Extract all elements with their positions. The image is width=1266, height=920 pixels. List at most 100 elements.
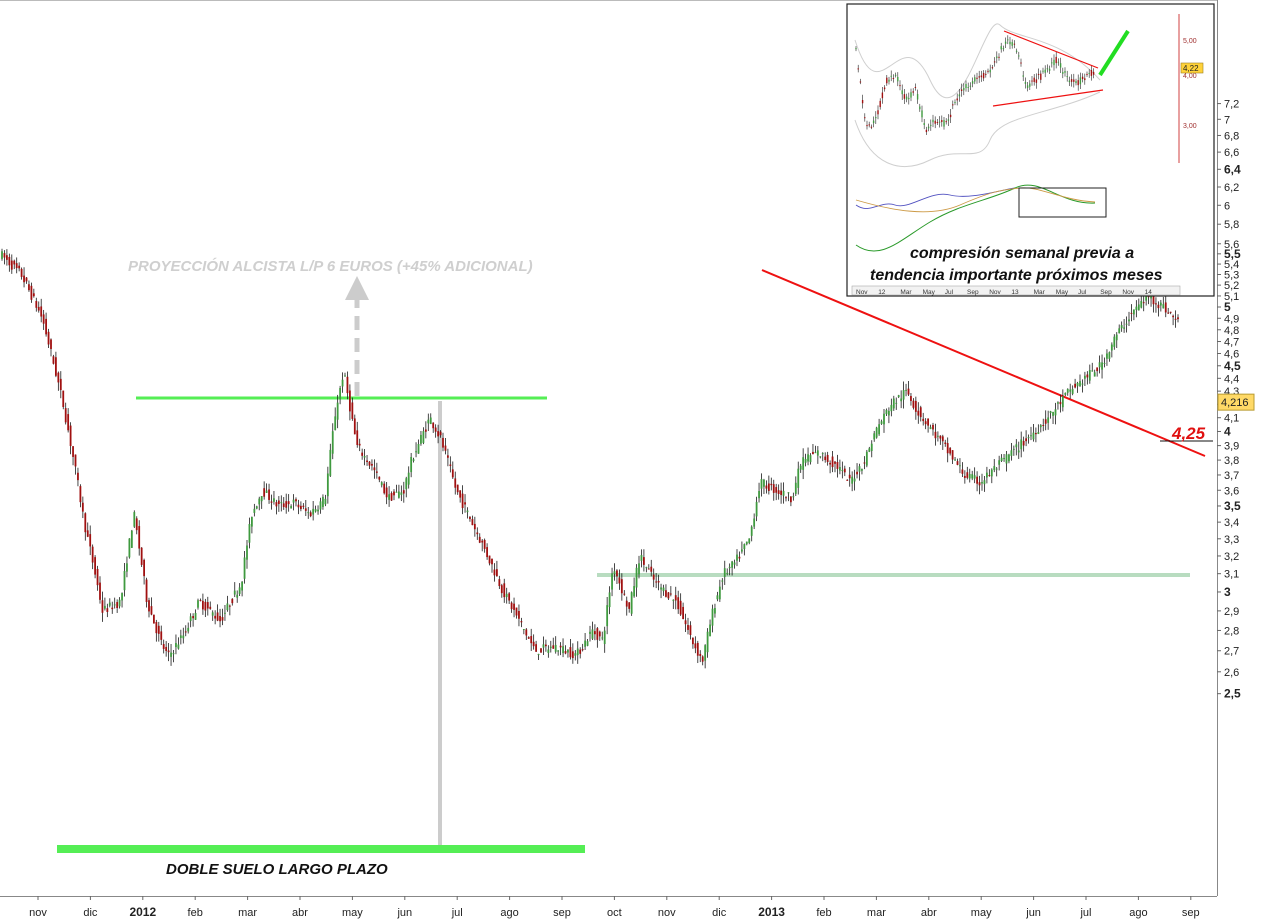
candle-body [616,570,618,577]
inset-candle-body [1000,46,1002,50]
candle-body [1,251,3,259]
time-tick-label: abr [921,907,937,919]
candle-body [873,433,876,440]
candle-body [745,541,748,545]
candle-body [177,644,180,649]
inset-candle-body [894,74,897,76]
candle-body [189,616,192,622]
candle-body [990,469,993,477]
candle-body [371,463,373,466]
candle-body [630,592,633,614]
price-tick-label: 6 [1224,200,1230,212]
candle-body [282,503,285,507]
candle-body [150,606,153,615]
candle-body [1159,302,1162,306]
candle-body [910,396,912,401]
inset-candle-body [938,121,941,123]
candle-body [758,491,760,499]
candle-body [804,458,807,463]
candle-body [246,545,248,560]
candle-body [292,499,295,503]
candle-body [934,431,937,439]
inset-indicator-box [1018,187,1107,218]
candle-body [6,255,8,260]
candle-body [434,427,437,432]
price-tick-label: 3,8 [1224,455,1239,467]
inset-candle-body [1081,76,1084,80]
candle-body [1074,383,1076,388]
candle-body [432,422,435,429]
candle-body [206,602,209,609]
candle-body [1044,419,1047,424]
inset-candle-body [1051,62,1053,64]
candle-body [549,646,552,648]
inset-candle-body [1002,48,1005,50]
time-tick-label: jun [1025,907,1041,919]
candle-body [1164,302,1167,313]
candle-body [748,538,751,544]
candle-body [165,646,168,651]
candle-body [733,562,736,565]
candle-body [907,388,910,395]
candle-body [1003,457,1005,460]
price-tick-label: 5,4 [1224,259,1239,271]
candle-body [753,518,756,527]
time-tick-label: oct [607,907,622,919]
candle-body [741,549,743,552]
candle-body [243,557,246,579]
inset-candle-body [987,70,989,72]
candle-body [557,650,560,652]
candle-body [145,579,148,602]
candle-body [657,580,660,583]
candle-body [15,263,18,269]
candle-body [618,577,621,584]
candle-body [954,459,956,461]
candle-body [914,400,917,412]
inset-candle-body [965,84,967,89]
inset-candle-body [971,81,974,84]
candle-body [535,644,537,652]
candle-body [853,478,856,482]
candle-body [527,637,530,639]
candle-body [706,631,709,653]
last-price-box [1217,393,1255,411]
candle-body [451,469,454,478]
inset-candle-body [1062,72,1064,74]
candle-body [802,457,805,470]
candle-body [726,572,729,574]
candle-body [194,612,197,620]
candle-body [755,501,758,517]
inset-candle-body [1086,73,1088,75]
candle-body [1069,389,1072,392]
candle-body [951,450,954,460]
candle-body [25,277,28,282]
time-tick-label: 2013 [758,905,785,919]
candle-body [839,466,841,471]
inset-candle-body [991,67,994,69]
inset-candle-body [870,126,873,128]
candle-body [1103,362,1106,364]
inset-candle-body [1018,55,1020,57]
candle-body [611,573,613,590]
candle-body [530,636,533,644]
candle-body [216,612,219,621]
candle-body [74,454,77,467]
candle-body [1101,362,1103,370]
candle-body [162,644,165,649]
candle-body [552,645,555,649]
candle-body [40,306,43,317]
inset-candle-body [927,126,930,129]
candle-body [1022,440,1025,446]
inset-candle-body [879,100,881,108]
candle-body [493,569,496,576]
inset-candle-body [866,125,868,127]
candle-body [361,452,364,456]
inset-candle-body [936,122,939,124]
inset-candle-body [1079,77,1082,85]
candle-body [814,452,817,454]
candle-body [689,625,692,635]
candle-body [714,608,716,614]
inset-candle-body [996,56,998,59]
candle-body [138,526,141,549]
inset-time-label: 13 [1011,289,1019,296]
